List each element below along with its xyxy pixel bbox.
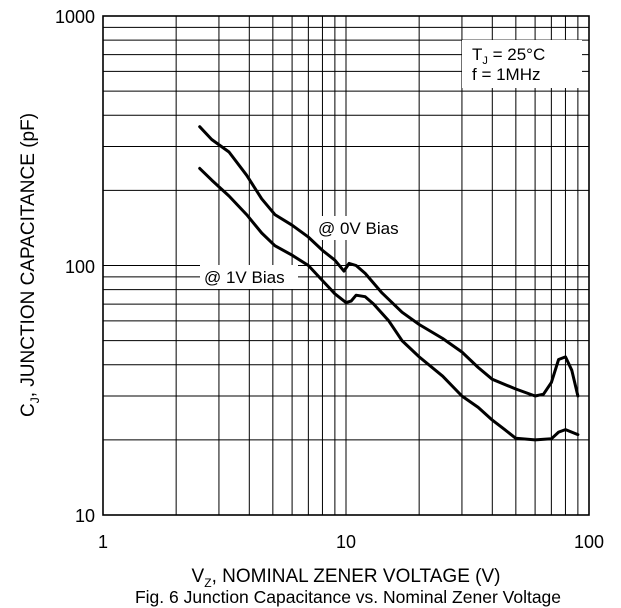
condition-temperature-value: = 25°C [488, 45, 545, 64]
condition-temperature: TJ = 25°C [472, 45, 545, 67]
x-tick-label: 10 [336, 532, 356, 552]
plot-frame [102, 15, 590, 516]
series-label-bg [200, 265, 298, 289]
conditions-box [462, 40, 582, 88]
grid-lines [103, 16, 589, 515]
condition-temperature-symbol: T [472, 45, 482, 64]
y-axis-label-symbol: C [18, 403, 39, 417]
y-axis-label-subscript: J [28, 397, 42, 403]
x-tick-labels: 1 10 100 [98, 532, 604, 552]
x-axis-label: VZ, NOMINAL ZENER VOLTAGE (V) [192, 566, 501, 590]
x-tick-label: 1 [98, 532, 108, 552]
condition-temperature-subscript: J [482, 55, 488, 67]
y-tick-label: 100 [65, 257, 95, 277]
y-axis-label-text: , JUNCTION CAPACITANCE (pF) [18, 113, 39, 397]
y-tick-label: 1000 [55, 7, 95, 27]
y-tick-labels: 10 100 1000 [55, 7, 95, 526]
x-axis-label-subscript: Z [204, 576, 211, 590]
y-axis-label: CJ, JUNCTION CAPACITANCE (pF) [18, 113, 42, 417]
series-line-0v-bias [198, 125, 580, 398]
figure-caption: Fig. 6 Junction Capacitance vs. Nominal … [135, 587, 561, 607]
series-label-1v-bias: @ 1V Bias [204, 268, 285, 287]
x-tick-label: 100 [574, 532, 604, 552]
condition-frequency: f = 1MHz [472, 65, 541, 84]
series-line-1v-bias [198, 166, 580, 442]
series-label-0v-bias: @ 0V Bias [318, 219, 399, 238]
x-axis-label-symbol: V [192, 566, 205, 587]
series-curves [198, 125, 580, 442]
series-label-bg [314, 216, 412, 240]
y-tick-label: 10 [75, 506, 95, 526]
x-axis-label-text: , NOMINAL ZENER VOLTAGE (V) [212, 566, 501, 587]
